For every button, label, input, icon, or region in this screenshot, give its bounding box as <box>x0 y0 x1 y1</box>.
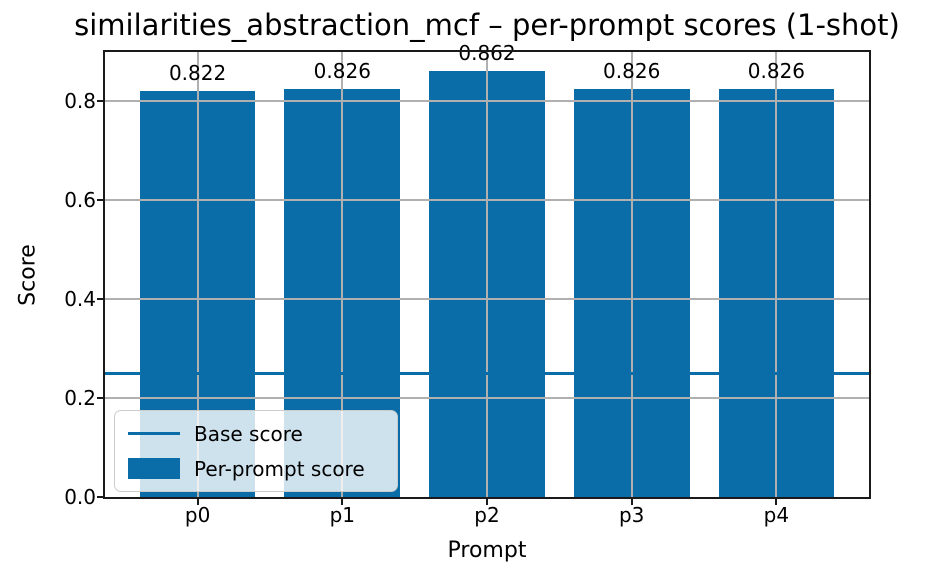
xtick-label-p1: p1 <box>329 503 356 527</box>
gridline-x-p0 <box>196 52 199 497</box>
ytick-mark-0.0 <box>97 496 105 498</box>
base-score-line <box>105 371 869 375</box>
bar-value-label-p1: 0.826 <box>313 58 371 83</box>
xtick-label-p3: p3 <box>618 503 645 527</box>
gridline-x-p1 <box>341 52 344 497</box>
xtick-label-p4: p4 <box>763 503 790 527</box>
xtick-mark-p2 <box>486 497 488 505</box>
gridline-x-p4 <box>775 52 778 497</box>
ytick-label-0.0: 0.0 <box>64 485 96 509</box>
ytick-label-0.2: 0.2 <box>64 386 96 411</box>
legend-entry-base-score: Base score <box>128 420 384 447</box>
bar-value-label-p0: 0.822 <box>168 60 227 85</box>
gridline-x-p3 <box>630 52 633 497</box>
ytick-label-0.6: 0.6 <box>64 188 96 213</box>
xtick-mark-p3 <box>630 497 633 505</box>
xtick-mark-p4 <box>775 497 778 505</box>
ytick-mark-0.6 <box>97 199 105 202</box>
legend: Base score Per-prompt score <box>114 410 398 492</box>
xtick-label-p2: p2 <box>474 503 500 527</box>
legend-label-base-score: Base score <box>194 421 303 446</box>
xtick-mark-p0 <box>196 497 199 505</box>
legend-label-per-prompt-score: Per-prompt score <box>194 456 365 481</box>
ytick-mark-0.8 <box>97 100 105 103</box>
ytick-mark-0.2 <box>97 397 105 400</box>
xtick-mark-p1 <box>341 497 344 505</box>
legend-entry-per-prompt-score: Per-prompt score <box>128 455 384 482</box>
plot-area: 0.822 0.826 0.862 0.826 0.826 Base score Per… <box>103 41 871 499</box>
ytick-label-0.8: 0.8 <box>64 89 96 114</box>
legend-line-sample <box>128 432 180 435</box>
xtick-label-p0: p0 <box>184 503 211 527</box>
bar-value-label-p4: 0.826 <box>747 58 806 83</box>
bar-value-label-p3: 0.826 <box>603 58 661 83</box>
gridline-x-p2 <box>486 52 488 497</box>
x-axis-label: Prompt <box>447 538 527 563</box>
legend-patch-sample <box>128 458 180 479</box>
bar-value-label-p2: 0.862 <box>458 40 516 65</box>
ytick-mark-0.4 <box>97 298 105 301</box>
ytick-label-0.4: 0.4 <box>64 287 96 312</box>
chart-title: similarities_abstraction_mcf – per-promp… <box>74 8 900 42</box>
